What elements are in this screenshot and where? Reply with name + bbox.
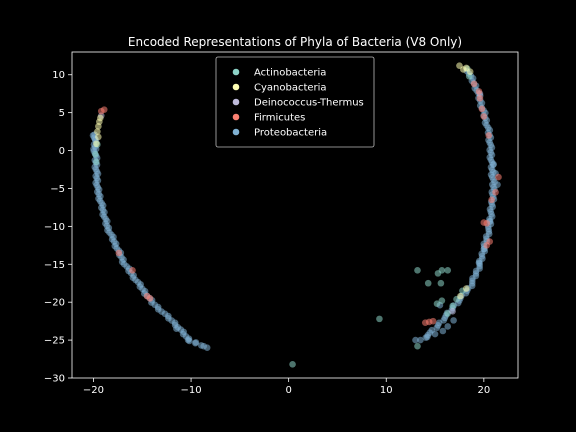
point-proteobacteria <box>431 330 439 338</box>
point-cyanobacteria <box>93 140 100 148</box>
point-proteobacteria <box>173 325 180 333</box>
point-cyanobacteria <box>97 114 104 122</box>
point-firmicutes <box>146 295 154 302</box>
point-firmicutes <box>480 113 488 120</box>
y-tick-label: −25 <box>44 336 65 347</box>
point-firmicutes <box>492 188 499 196</box>
point-proteobacteria <box>444 323 452 330</box>
point-actinobacteria <box>437 279 445 287</box>
y-tick-label: 10 <box>52 70 65 81</box>
point-proteobacteria <box>192 339 200 346</box>
point-cyanobacteria <box>95 133 102 141</box>
point-actinobacteria <box>93 158 100 166</box>
point-deinococcus-thermus <box>449 307 456 315</box>
point-actinobacteria <box>414 342 421 350</box>
points-layer <box>89 62 502 368</box>
legend-label: Deinococcus-Thermus <box>254 98 364 109</box>
x-tick-label: −20 <box>83 385 104 396</box>
y-tick-label: −10 <box>44 222 65 233</box>
point-firmicutes <box>100 106 108 113</box>
legend-label: Cyanobacteria <box>254 83 327 94</box>
point-actinobacteria <box>414 267 421 274</box>
x-tick-label: 0 <box>285 385 291 396</box>
x-tick-label: 20 <box>477 385 490 396</box>
legend-label: Firmicutes <box>254 113 305 124</box>
y-axis: 10 5 0 −5 −10 −15 −20 −25 −30 <box>44 70 72 385</box>
point-actinobacteria <box>449 302 456 310</box>
point-cyanobacteria <box>462 285 470 292</box>
point-proteobacteria <box>490 160 497 168</box>
point-firmicutes <box>485 132 493 139</box>
legend: Actinobacteria Cyanobacteria Deinococcus-T… <box>215 56 375 148</box>
point-proteobacteria <box>200 342 208 350</box>
legend-box <box>215 56 375 148</box>
legend-marker <box>232 83 240 91</box>
point-proteobacteria <box>184 336 192 344</box>
legend-label: Proteobacteria <box>254 128 327 139</box>
point-proteobacteria <box>433 324 441 332</box>
point-proteobacteria <box>417 336 424 344</box>
legend-marker <box>232 113 240 121</box>
legend-marker <box>232 98 240 106</box>
point-proteobacteria <box>423 333 431 341</box>
y-tick-label: −15 <box>44 260 65 271</box>
point-proteobacteria <box>439 327 447 335</box>
point-firmicutes <box>483 242 491 249</box>
y-tick-label: −5 <box>50 184 65 195</box>
chart-title: Encoded Representations of Phyla of Bact… <box>128 35 462 49</box>
point-firmicutes <box>429 317 437 325</box>
legend-marker <box>232 128 240 136</box>
point-proteobacteria <box>90 145 97 153</box>
point-actinobacteria <box>92 151 99 158</box>
y-tick-label: 0 <box>59 146 65 157</box>
point-actinobacteria <box>438 267 446 274</box>
point-firmicutes <box>495 173 502 181</box>
point-firmicutes <box>488 196 495 204</box>
plot-frame <box>71 51 519 379</box>
y-tick-label: −20 <box>44 298 65 309</box>
x-tick-label: −10 <box>181 385 202 396</box>
point-firmicutes <box>470 80 478 88</box>
legend-marker <box>232 68 240 76</box>
point-actinobacteria <box>289 361 296 368</box>
point-proteobacteria <box>412 336 419 344</box>
y-tick-label: 5 <box>59 108 65 119</box>
point-actinobacteria <box>433 300 441 308</box>
point-cyanobacteria <box>94 128 101 135</box>
x-axis: −20 −10 0 10 20 <box>83 378 490 396</box>
point-actinobacteria <box>438 297 446 304</box>
point-proteobacteria <box>450 317 457 324</box>
x-tick-label: 10 <box>380 385 393 396</box>
legend-label: Actinobacteria <box>254 68 326 79</box>
point-firmicutes <box>478 105 486 113</box>
point-firmicutes <box>129 267 136 274</box>
point-firmicutes <box>115 249 123 257</box>
point-firmicutes <box>483 220 491 227</box>
point-actinobacteria <box>424 279 432 287</box>
point-firmicutes <box>476 94 484 102</box>
point-actinobacteria <box>444 267 452 274</box>
point-cyanobacteria <box>466 68 474 76</box>
y-tick-label: −30 <box>44 374 65 385</box>
point-cyanobacteria <box>457 292 464 300</box>
point-proteobacteria <box>475 259 483 267</box>
point-proteobacteria <box>494 181 501 188</box>
point-firmicutes <box>475 88 483 95</box>
point-actinobacteria <box>376 315 383 323</box>
